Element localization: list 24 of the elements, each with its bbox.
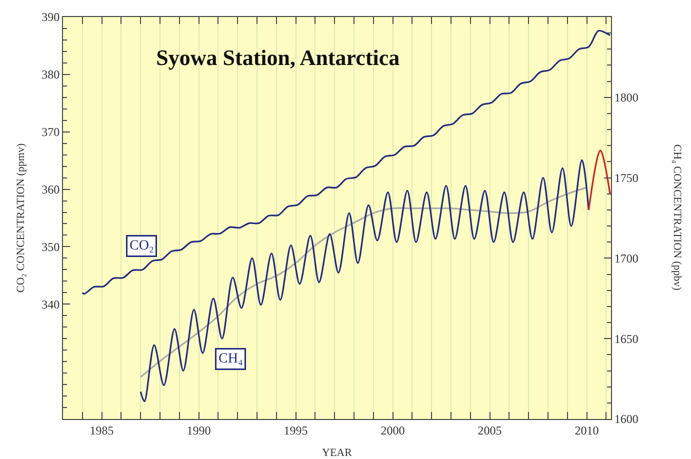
x-tick-label: 2000 — [380, 423, 405, 438]
y-tick-label: 340 — [42, 297, 60, 312]
y2-axis-title: CH₄ CONCENTRATION (ppbv) — [670, 144, 683, 291]
annotation: CH₄ — [218, 352, 243, 366]
text: Syowa Station, Antarctica — [156, 44, 400, 70]
annotation: CO₂ — [130, 238, 154, 254]
x-tick-label: 1995 — [284, 423, 308, 438]
x-axis-title: YEAR — [322, 447, 353, 459]
y2-tick-label: 1600 — [614, 412, 638, 426]
x-tick-label: 2010 — [574, 423, 599, 438]
x-tick-label: 1985 — [90, 423, 114, 438]
x-tick-label: 1990 — [186, 423, 211, 438]
y-tick-label: 390 — [42, 10, 60, 24]
y2-tick-label: 1650 — [614, 332, 638, 346]
y2-tick-label: 1700 — [614, 251, 638, 266]
y-tick-label: 370 — [42, 125, 60, 140]
y2-tick-label: 1750 — [614, 171, 638, 185]
y-tick-label: 350 — [42, 240, 60, 254]
line-series — [82, 30, 611, 295]
y-axis-title: CO₂ CONCENTRATION (ppmv) — [15, 143, 28, 293]
y2-tick-label: 1800 — [614, 90, 638, 105]
y-tick-label: 380 — [42, 68, 60, 82]
y-tick-label: 360 — [42, 182, 60, 196]
x-tick-label: 2005 — [478, 423, 502, 438]
